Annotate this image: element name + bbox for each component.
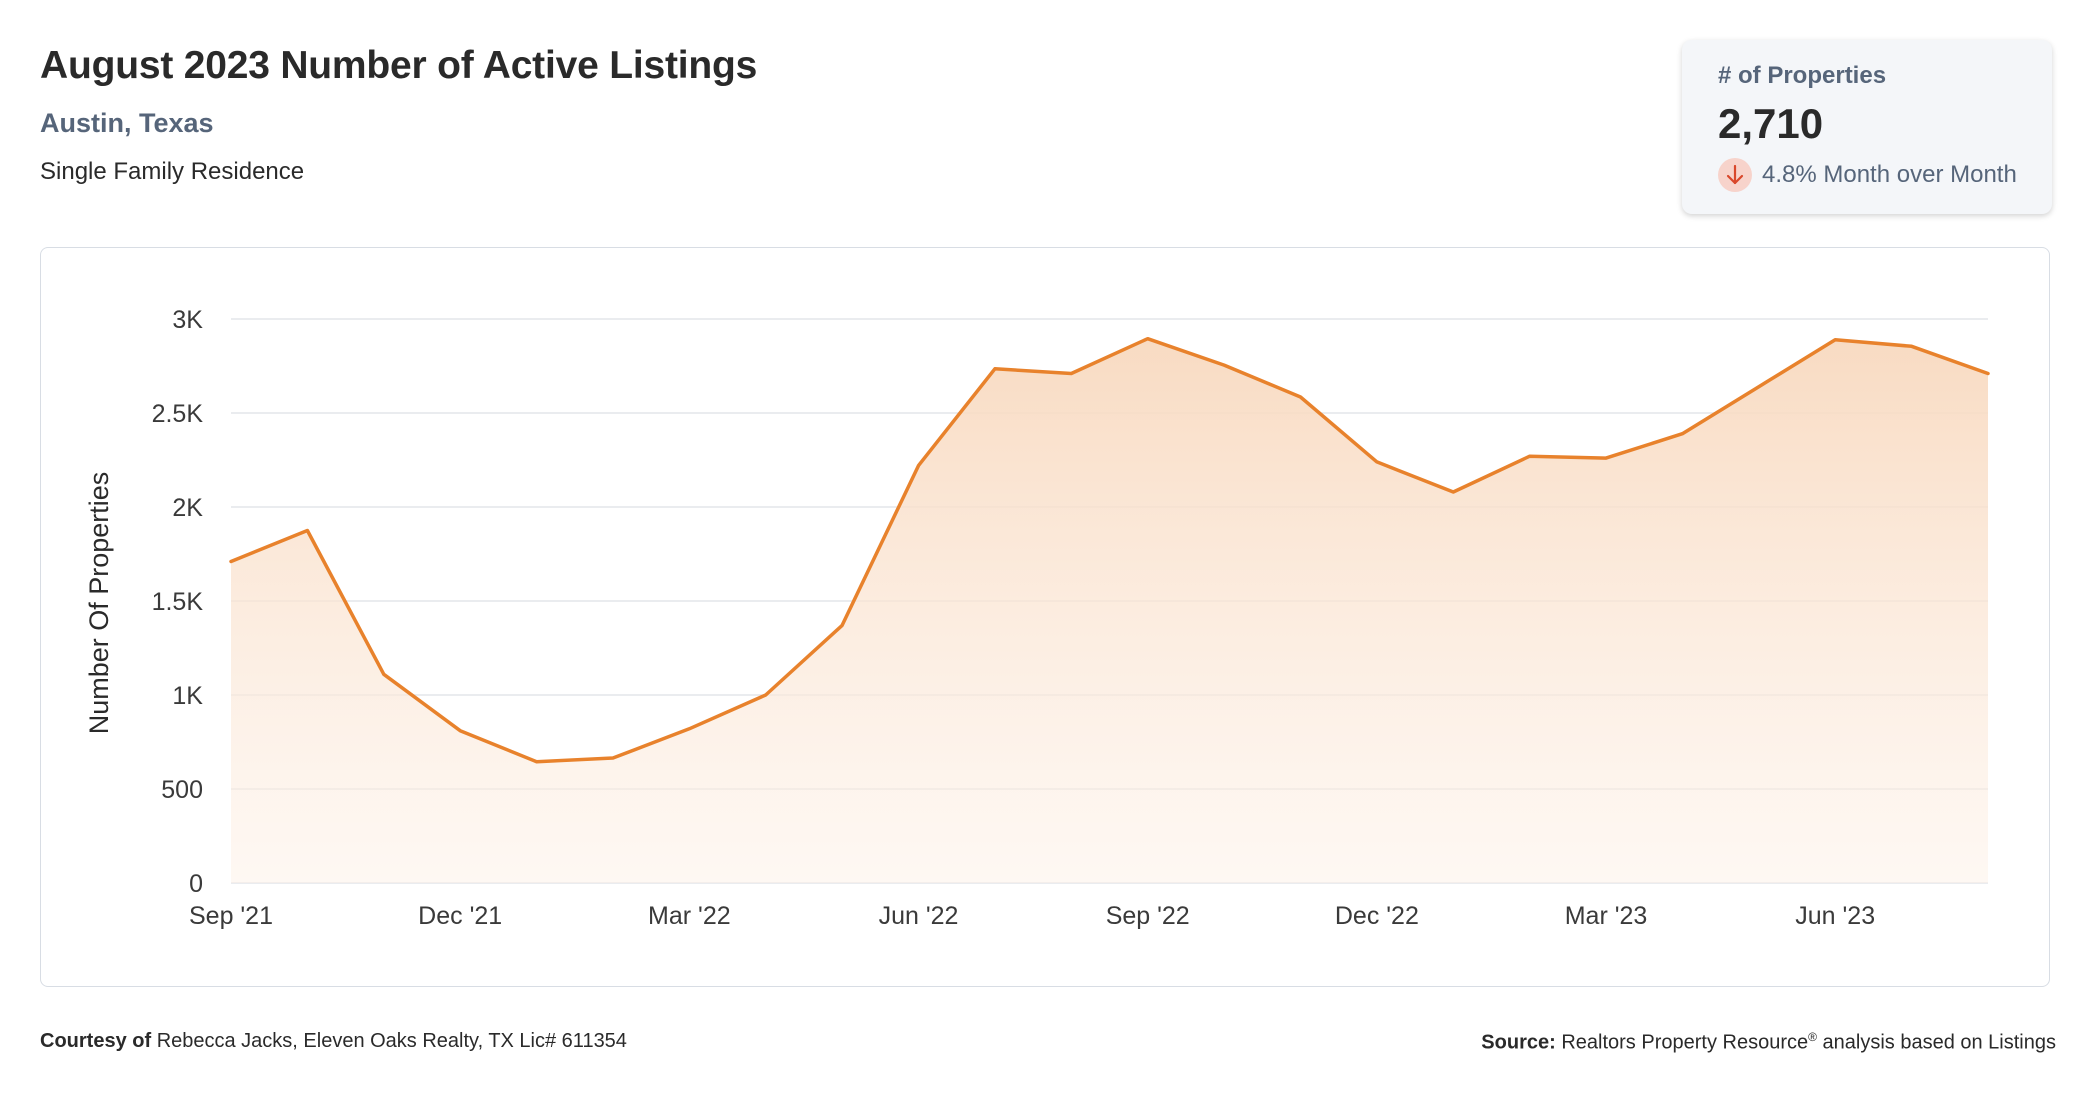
data-point[interactable]	[377, 667, 391, 681]
data-point[interactable]	[1599, 451, 1613, 465]
data-point[interactable]	[1981, 367, 1995, 381]
x-tick-label: Dec '22	[1335, 902, 1419, 930]
data-point[interactable]	[224, 555, 238, 569]
y-tick-label: 0	[189, 870, 203, 898]
data-point[interactable]	[912, 459, 926, 473]
data-point[interactable]	[1141, 332, 1155, 346]
x-axis-ticks: Sep '21 Dec '21 Mar '22 Jun '22 Sep '22 Dec '…	[189, 902, 1875, 930]
active-listings-chart: 0 500 1K 1.5K 2K 2.5K 3K Sep '21 Dec '21 Mar '22…	[84, 306, 1995, 930]
y-tick-label: 500	[161, 776, 203, 804]
area-fill	[231, 338, 1988, 883]
x-tick-label: Jun '22	[879, 902, 959, 930]
data-point[interactable]	[606, 751, 620, 765]
data-point[interactable]	[453, 724, 467, 738]
data-point[interactable]	[759, 688, 773, 702]
y-axis-label: Number Of Properties	[84, 472, 114, 735]
x-tick-label: Sep '21	[189, 902, 273, 930]
data-point[interactable]	[682, 722, 696, 736]
x-tick-label: Dec '21	[418, 902, 502, 930]
y-tick-label: 1K	[172, 682, 203, 710]
chart-title: August 2023 Number of Active Listings	[40, 44, 758, 87]
source-text-suffix: analysis based on Listings	[1822, 1031, 2056, 1054]
source-label: Source:	[1481, 1031, 1556, 1054]
y-tick-label: 3K	[172, 306, 203, 334]
footer-courtesy: Courtesy of Rebecca Jacks, Eleven Oaks R…	[40, 1030, 627, 1053]
y-tick-label: 2.5K	[152, 400, 204, 428]
arrow-down-icon	[1718, 158, 1752, 192]
data-point[interactable]	[1293, 390, 1307, 404]
data-point[interactable]	[835, 618, 849, 632]
location-label: Austin, Texas	[40, 108, 214, 138]
x-tick-label: Mar '22	[648, 902, 731, 930]
data-point[interactable]	[1752, 380, 1766, 394]
x-tick-label: Mar '23	[1565, 902, 1648, 930]
property-type-label: Single Family Residence	[40, 158, 305, 185]
kpi-change: 4.8% Month over Month	[1718, 158, 2052, 192]
kpi-card: # of Properties 2,710 4.8% Month over Mo…	[1682, 40, 2052, 214]
data-point[interactable]	[1905, 339, 1919, 353]
data-point[interactable]	[1370, 455, 1384, 469]
series-area	[231, 338, 1988, 883]
data-point[interactable]	[1446, 485, 1460, 499]
kpi-value: 2,710	[1718, 100, 1824, 147]
chart-panel: 0 500 1K 1.5K 2K 2.5K 3K Sep '21 Dec '21 Mar '22…	[40, 247, 2050, 987]
data-point[interactable]	[300, 524, 314, 538]
courtesy-text: Rebecca Jacks, Eleven Oaks Realty, TX Li…	[156, 1030, 627, 1052]
series-line-path	[229, 336, 1990, 764]
data-point[interactable]	[1523, 449, 1537, 463]
kpi-change-text: 4.8% Month over Month	[1762, 161, 2017, 188]
data-point[interactable]	[530, 755, 544, 769]
x-tick-label: Sep '22	[1106, 902, 1190, 930]
registered-mark: ®	[1808, 1030, 1817, 1044]
kpi-label: # of Properties	[1718, 62, 1887, 89]
data-point[interactable]	[988, 362, 1002, 376]
y-tick-label: 2K	[172, 494, 203, 522]
source-text: Realtors Property Resource	[1561, 1031, 1809, 1054]
data-point[interactable]	[1675, 427, 1689, 441]
data-point[interactable]	[1217, 358, 1231, 372]
footer-source: Source: Realtors Property Resource® anal…	[1481, 1030, 2056, 1055]
x-tick-label: Jun '23	[1795, 902, 1875, 930]
series-line	[224, 332, 1995, 769]
courtesy-label: Courtesy of	[40, 1030, 152, 1052]
y-axis-ticks: 0 500 1K 1.5K 2K 2.5K 3K	[152, 306, 204, 898]
data-point[interactable]	[1064, 367, 1078, 381]
data-point[interactable]	[1828, 333, 1842, 347]
y-tick-label: 1.5K	[152, 588, 204, 616]
